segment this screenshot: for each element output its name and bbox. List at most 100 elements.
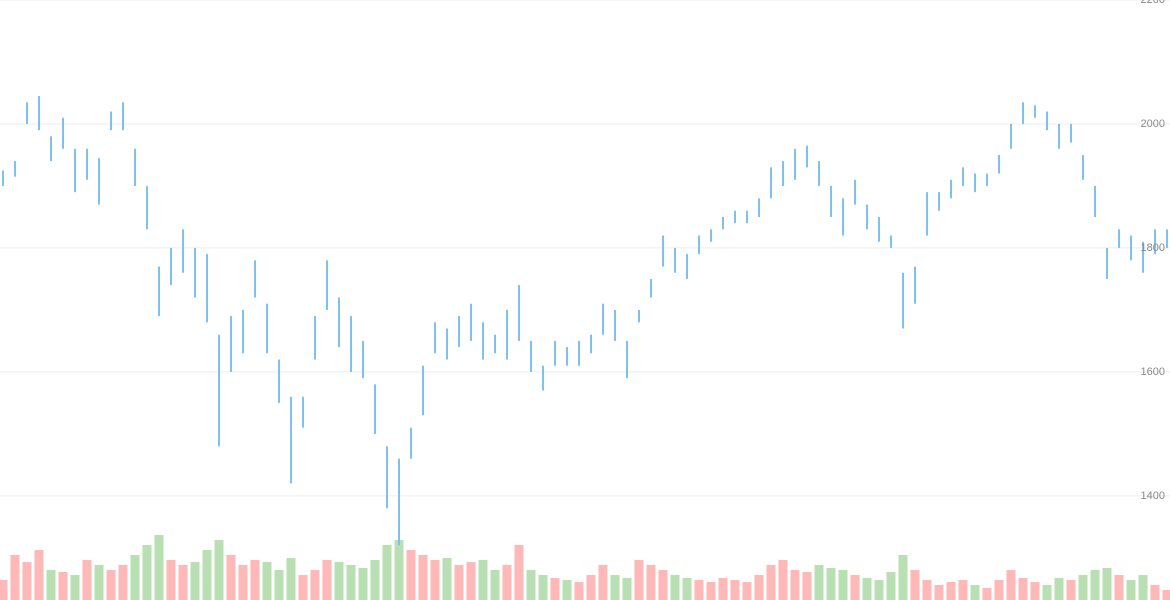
volume-bar [1114,575,1124,600]
volume-bar [1126,580,1136,600]
volume-bar [778,560,788,600]
volume-bar [1006,570,1016,600]
volume-bar [850,575,860,600]
volume-bar [166,560,176,600]
volume-bar [1042,585,1052,600]
volume-bar [1018,578,1028,600]
volume-bar [1066,580,1076,600]
volume-bar [1054,578,1064,600]
volume-bar [418,555,428,600]
volume-bar [562,580,572,600]
volume-bar [382,545,392,600]
volume-bar [694,580,704,600]
volume-bar [466,562,476,600]
volume-bar [262,562,272,600]
volume-bar [862,578,872,600]
volume-bar [682,578,692,600]
volume-bar [526,570,536,600]
volume-bar [430,560,440,600]
volume-bar [1078,575,1088,600]
volume-bar [322,560,332,600]
volume-bar [706,582,716,600]
volume-bar [1162,590,1170,600]
volume-bar [190,562,200,600]
volume-bar [1090,570,1100,600]
volume-bar [514,545,524,600]
volume-bar [658,570,668,600]
volume-bar [934,585,944,600]
volume-bar [574,582,584,600]
volume-bar [118,565,128,600]
volume-bar [922,580,932,600]
volume-bar [742,582,752,600]
volume-bar [982,588,992,600]
volume-bar [646,565,656,600]
volume-bar [250,560,260,600]
volume-bar [34,550,44,600]
volume-bar [586,575,596,600]
volume-bar [442,558,452,600]
volume-bar [502,565,512,600]
volume-bar [1138,575,1148,600]
volume-bar [886,572,896,600]
volume-bar [142,545,152,600]
volume-bar [46,570,56,600]
y-tick-label: 1800 [1141,242,1165,254]
volume-bar [454,565,464,600]
volume-bar [238,565,248,600]
volume-bar [478,560,488,600]
volume-bar [346,565,356,600]
volume-bar [898,555,908,600]
volume-bar [358,568,368,600]
volume-bar [970,585,980,600]
y-tick-label: 1400 [1141,490,1165,502]
y-tick-label: 2200 [1141,0,1165,6]
volume-bar [154,535,164,600]
volume-bar [910,570,920,600]
volume-bar [730,580,740,600]
volume-bar [610,575,620,600]
volume-bar [130,555,140,600]
volume-bar [106,570,116,600]
volume-bar [838,570,848,600]
volume-bar [10,555,20,600]
volume-bar [22,562,32,600]
volume-bar [994,580,1004,600]
volume-bar [718,578,728,600]
volume-bar [286,558,296,600]
volume-bar [814,565,824,600]
volume-bar [670,575,680,600]
volume-bar [538,575,548,600]
volume-bar [58,572,68,600]
volume-bar [310,570,320,600]
volume-bar [394,540,404,600]
volume-bar [766,565,776,600]
volume-bar [490,570,500,600]
volume-bar [622,578,632,600]
volume-bar [70,575,80,600]
volume-bar [634,560,644,600]
volume-bar [274,570,284,600]
volume-bar [754,575,764,600]
volume-bar [214,540,224,600]
volume-bar [298,575,308,600]
volume-bar [790,570,800,600]
volume-bar [178,565,188,600]
volume-bar [94,565,104,600]
volume-bar [946,582,956,600]
volume-bar [1102,568,1112,600]
volume-bar [226,555,236,600]
volume-bar [1030,582,1040,600]
volume-bar [370,560,380,600]
y-tick-label: 1600 [1141,366,1165,378]
volume-bar [202,550,212,600]
volume-bar [826,568,836,600]
volume-bar [874,580,884,600]
volume-bar [550,578,560,600]
volume-bar [82,560,92,600]
volume-bar [406,550,416,600]
volume-bar [802,572,812,600]
volume-bar [598,565,608,600]
